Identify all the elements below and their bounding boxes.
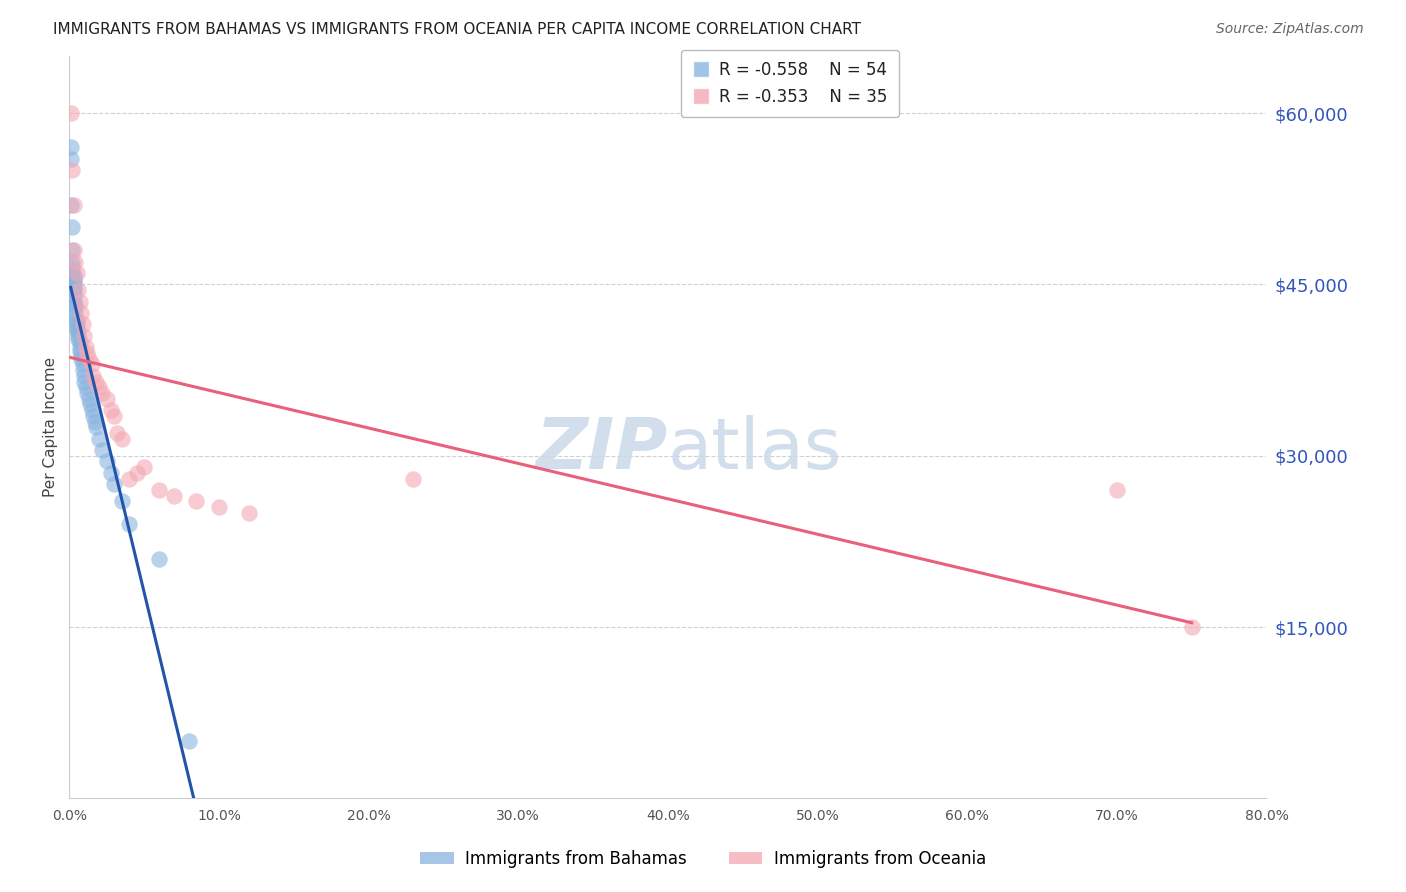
Point: [72, 358, 94, 372]
Point: [82, 409, 104, 423]
Point: [75, 340, 97, 354]
Point: [91, 443, 114, 458]
Point: [60, 260, 83, 275]
Point: [69, 340, 91, 354]
Point: [67, 332, 90, 346]
Point: [66, 318, 89, 332]
Point: [1181, 620, 1204, 634]
Point: [69, 334, 91, 349]
Point: [60, 254, 83, 268]
Point: [69, 294, 91, 309]
Text: IMMIGRANTS FROM BAHAMAS VS IMMIGRANTS FROM OCEANIA PER CAPITA INCOME CORRELATION: IMMIGRANTS FROM BAHAMAS VS IMMIGRANTS FR…: [53, 22, 862, 37]
Point: [66, 266, 89, 280]
Point: [84, 375, 107, 389]
Point: [132, 460, 155, 475]
Point: [60, 220, 83, 235]
Point: [62, 281, 84, 295]
Point: [69, 343, 91, 358]
Point: [103, 477, 125, 491]
Legend: R = -0.558    N = 54, R = -0.353    N = 35: R = -0.558 N = 54, R = -0.353 N = 35: [681, 50, 898, 117]
Point: [70, 306, 93, 320]
Point: [110, 432, 132, 446]
Point: [110, 494, 132, 508]
Point: [75, 380, 97, 394]
Point: [125, 466, 148, 480]
Point: [77, 392, 100, 406]
Point: [59, 152, 82, 166]
Point: [63, 254, 86, 268]
Point: [70, 348, 93, 362]
Point: [80, 403, 103, 417]
Point: [89, 432, 111, 446]
Legend: Immigrants from Bahamas, Immigrants from Oceania: Immigrants from Bahamas, Immigrants from…: [413, 844, 993, 875]
Text: Source: ZipAtlas.com: Source: ZipAtlas.com: [1216, 22, 1364, 37]
Point: [76, 346, 98, 360]
Point: [63, 298, 86, 312]
Point: [62, 275, 84, 289]
Point: [60, 266, 83, 280]
Point: [63, 301, 86, 315]
Point: [1105, 483, 1128, 497]
Text: ZIP: ZIP: [536, 415, 668, 484]
Point: [82, 368, 104, 383]
Point: [79, 397, 101, 411]
Point: [59, 140, 82, 154]
Point: [76, 386, 98, 401]
Point: [96, 392, 118, 406]
Point: [73, 329, 96, 343]
Point: [72, 318, 94, 332]
Point: [66, 314, 89, 328]
Point: [62, 277, 84, 292]
Point: [100, 403, 122, 417]
Point: [84, 420, 107, 434]
Point: [73, 368, 96, 383]
Point: [63, 311, 86, 326]
Point: [103, 409, 125, 423]
Point: [62, 244, 84, 258]
Point: [105, 425, 128, 440]
Point: [96, 454, 118, 468]
Point: [148, 483, 170, 497]
Point: [118, 517, 141, 532]
Point: [66, 321, 89, 335]
Point: [100, 466, 122, 480]
Point: [62, 286, 84, 301]
Point: [62, 294, 84, 309]
Point: [67, 326, 90, 340]
Point: [208, 500, 231, 515]
Point: [177, 734, 200, 748]
Point: [91, 386, 114, 401]
Point: [89, 380, 111, 394]
Point: [80, 358, 103, 372]
Point: [72, 363, 94, 377]
Point: [59, 106, 82, 120]
Point: [60, 163, 83, 178]
Point: [238, 506, 260, 520]
Point: [62, 272, 84, 286]
Point: [63, 306, 86, 320]
Point: [62, 268, 84, 283]
Point: [66, 323, 89, 337]
Point: [77, 351, 100, 366]
Point: [67, 283, 90, 297]
Point: [59, 197, 82, 211]
Point: [67, 329, 90, 343]
Point: [148, 551, 170, 566]
Point: [163, 489, 186, 503]
Point: [62, 197, 84, 211]
Point: [62, 283, 84, 297]
Point: [83, 415, 105, 429]
Point: [186, 494, 208, 508]
Text: atlas: atlas: [668, 415, 842, 484]
Point: [62, 289, 84, 303]
Y-axis label: Per Capita Income: Per Capita Income: [44, 357, 58, 497]
Point: [73, 375, 96, 389]
Point: [70, 351, 93, 366]
Point: [402, 472, 425, 486]
Point: [60, 244, 83, 258]
Point: [118, 472, 141, 486]
